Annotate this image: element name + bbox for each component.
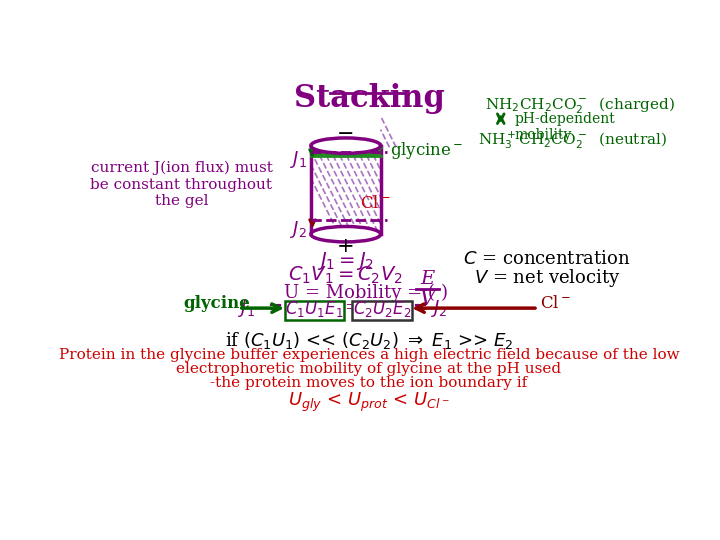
- Ellipse shape: [311, 138, 381, 153]
- Text: NH$_2$CH$_2$CO$_2^-$  (charged): NH$_2$CH$_2$CO$_2^-$ (charged): [485, 96, 675, 116]
- Text: $C_1V_1 = C_2V_2$: $C_1V_1 = C_2V_2$: [288, 265, 403, 286]
- Text: -the protein moves to the ion boundary if: -the protein moves to the ion boundary i…: [210, 376, 528, 390]
- Text: $V$ = net velocity: $V$ = net velocity: [474, 267, 621, 288]
- Text: $U_{gly}$ < $U_{prot}$ < $U_{Cl^-}$: $U_{gly}$ < $U_{prot}$ < $U_{Cl^-}$: [288, 392, 450, 415]
- Ellipse shape: [311, 226, 381, 242]
- Text: glycine: glycine: [183, 295, 250, 312]
- Text: = $J_2$: = $J_2$: [412, 298, 447, 319]
- Text: U = Mobility = (: U = Mobility = (: [284, 284, 435, 302]
- Text: ): ): [441, 284, 447, 302]
- Text: Protein in the glycine buffer experiences a high electric field because of the l: Protein in the glycine buffer experience…: [59, 348, 679, 362]
- Bar: [311, 147, 381, 157]
- Text: $J_2$: $J_2$: [290, 219, 307, 240]
- Text: electrophoretic mobility of glycine at the pH used: electrophoretic mobility of glycine at t…: [176, 362, 562, 376]
- Text: Cl$^-$: Cl$^-$: [360, 195, 391, 212]
- Text: $C$ = concentration: $C$ = concentration: [464, 249, 631, 268]
- Text: NH$_3^+$CH$_2$CO$_2^-$  (neutral): NH$_3^+$CH$_2$CO$_2^-$ (neutral): [477, 130, 667, 151]
- FancyBboxPatch shape: [352, 301, 412, 320]
- Text: $J_1$: $J_1$: [290, 148, 307, 170]
- Text: $C_1U_1E_1$: $C_1U_1E_1$: [285, 299, 343, 319]
- Text: V: V: [420, 289, 435, 309]
- Text: current J(ion flux) must
be constant throughout
the gel: current J(ion flux) must be constant thr…: [91, 161, 272, 208]
- Text: Cl$^-$: Cl$^-$: [539, 295, 570, 312]
- Text: +: +: [337, 237, 354, 256]
- Text: E: E: [420, 270, 434, 288]
- Text: glycine$^-$: glycine$^-$: [390, 140, 464, 161]
- FancyBboxPatch shape: [284, 301, 344, 320]
- Text: $J_1 = J_2$: $J_1 = J_2$: [318, 249, 374, 272]
- Text: if $(C_1U_1)$ << $(C_2U_2)$ $\Rightarrow$ $E_1$ >> $E_2$: if $(C_1U_1)$ << $(C_2U_2)$ $\Rightarrow…: [225, 330, 513, 352]
- Text: −: −: [337, 125, 354, 144]
- Text: =: =: [344, 299, 359, 317]
- Text: Stacking: Stacking: [294, 83, 444, 114]
- Text: $J_1$  =: $J_1$ =: [238, 298, 282, 319]
- Text: $C_2U_2E_2$: $C_2U_2E_2$: [353, 299, 411, 319]
- Text: pH-dependent
mobility: pH-dependent mobility: [515, 112, 616, 142]
